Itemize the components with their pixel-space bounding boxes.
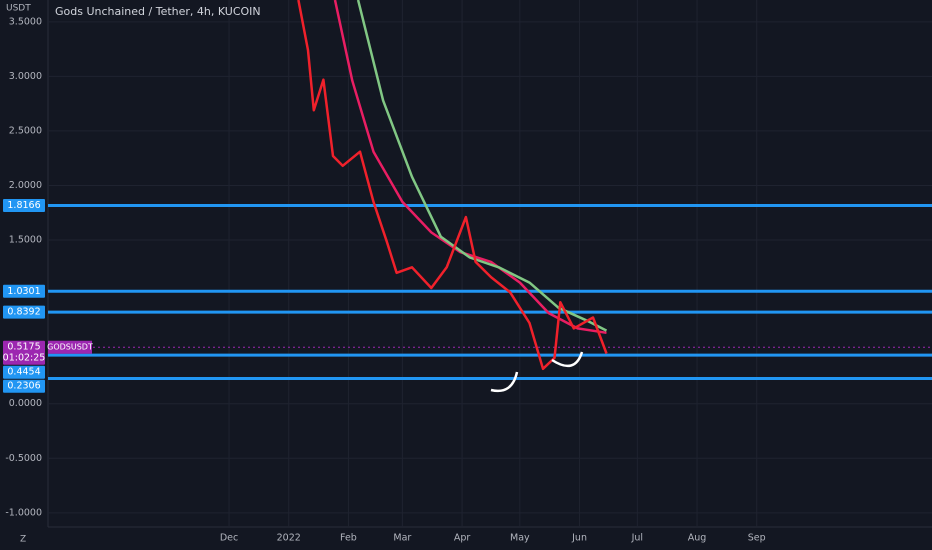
countdown: 01:02:25 <box>3 353 46 364</box>
y-tick-label: 3.5000 <box>9 16 42 27</box>
price-tag-label: 0.8392 <box>7 307 40 318</box>
price-tag <box>3 198 45 212</box>
x-tick-label: Jun <box>571 533 587 544</box>
symbol-tag <box>48 340 92 354</box>
axis-button[interactable]: Z <box>20 535 26 545</box>
price-tag <box>3 340 45 365</box>
x-tick-label: Dec <box>220 533 238 544</box>
drawing <box>490 371 519 393</box>
x-tick-label: 2022 <box>277 533 301 544</box>
symbol-label: GODSUSDT <box>47 343 93 352</box>
y-tick-label: -0.5000 <box>5 453 42 464</box>
price-tag <box>3 305 45 319</box>
price-tag-label: 0.4454 <box>7 367 40 378</box>
y-tick-label: 2.5000 <box>9 125 42 136</box>
axis: 3.5000 3.0000 2.5000 2.0000 1.5000 0.0000 -0.5… <box>3 16 766 543</box>
price-tag <box>3 365 45 379</box>
x-tick-label: Apr <box>454 533 471 544</box>
y-axis-label: USDT <box>6 4 31 14</box>
price-tag <box>3 284 45 298</box>
price-tag-label: 0.2306 <box>7 381 40 392</box>
grid <box>48 0 932 527</box>
plot <box>48 0 932 381</box>
x-tick-label: May <box>510 533 530 544</box>
y-tick-label: 2.0000 <box>9 180 42 191</box>
y-tick-label: 1.5000 <box>9 235 42 246</box>
price-tag <box>3 379 45 393</box>
x-tick-label: Aug <box>688 533 707 544</box>
series-line <box>297 0 608 371</box>
chart-title: Gods Unchained / Tether, 4h, KUCOIN <box>55 5 261 18</box>
series-line <box>356 0 608 332</box>
x-tick-label: Jul <box>631 533 643 544</box>
x-tick-label: Mar <box>393 533 411 544</box>
drawing <box>551 351 584 368</box>
y-tick-label: 0.0000 <box>9 398 42 409</box>
y-tick-label: -1.0000 <box>5 507 42 518</box>
price-tag-label: 0.5175 <box>7 342 40 353</box>
x-tick-label: Sep <box>748 533 766 544</box>
price-tag-label: 1.0301 <box>7 286 40 297</box>
x-tick-label: Feb <box>340 533 357 544</box>
y-tick-label: 3.0000 <box>9 71 42 82</box>
price-tag-label: 1.8166 <box>7 200 40 211</box>
